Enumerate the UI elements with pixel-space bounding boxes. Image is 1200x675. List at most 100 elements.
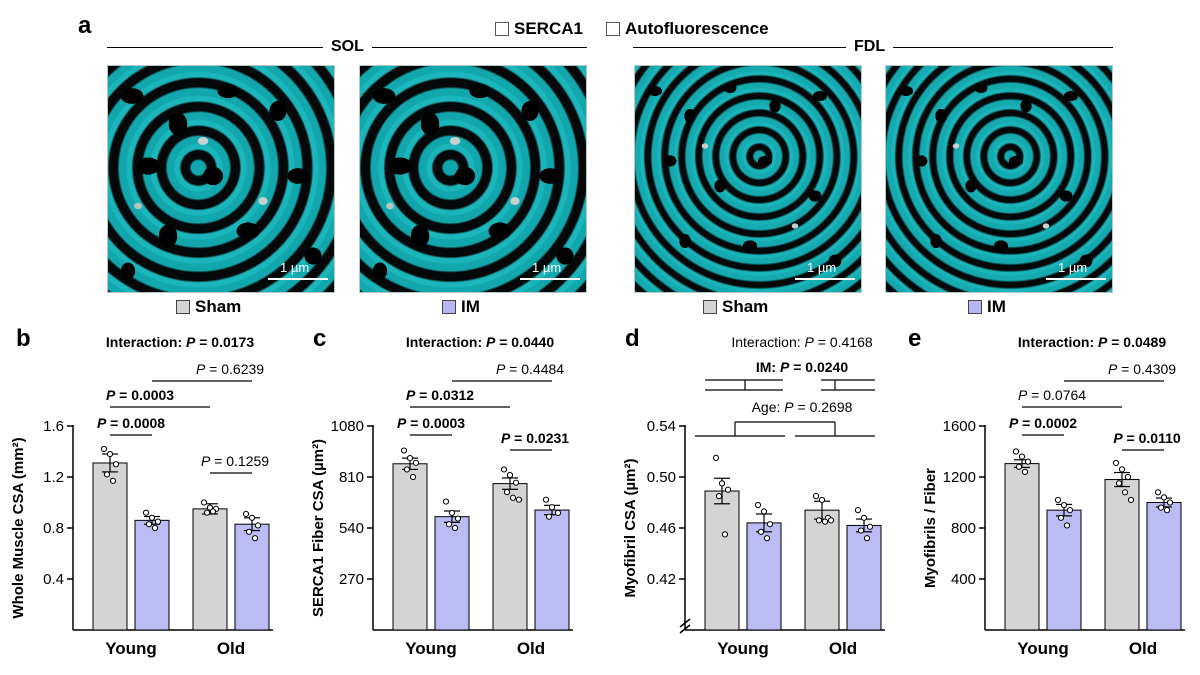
data-point bbox=[757, 528, 765, 535]
im-p-value: IM: P = 0.0240 bbox=[756, 359, 848, 375]
data-point bbox=[412, 459, 420, 466]
y-tick-label: 400 bbox=[951, 571, 976, 588]
data-point bbox=[863, 535, 871, 542]
data-point bbox=[503, 489, 511, 496]
bar-im bbox=[234, 523, 270, 631]
y-axis-label: SERCA1 Fiber CSA (µm²) bbox=[310, 439, 327, 617]
y-tick-label: 540 bbox=[339, 520, 364, 537]
panel-letter: d bbox=[625, 325, 640, 352]
data-point bbox=[866, 523, 874, 530]
panel-letter-a: a bbox=[78, 12, 92, 39]
scale-bar bbox=[1046, 278, 1106, 280]
bar-im bbox=[534, 509, 570, 631]
pvalue-young: P = 0.0003 bbox=[397, 415, 465, 431]
data-point bbox=[442, 498, 450, 505]
data-point bbox=[200, 499, 208, 506]
data-point bbox=[815, 517, 823, 524]
data-point bbox=[1115, 480, 1123, 487]
bar-sham bbox=[192, 508, 228, 631]
data-point bbox=[509, 494, 517, 501]
bar-sham bbox=[1004, 463, 1040, 631]
pvalue-im-age: P = 0.6239 bbox=[196, 361, 264, 377]
data-point bbox=[145, 521, 153, 528]
data-point bbox=[1024, 458, 1032, 465]
data-point bbox=[1021, 468, 1029, 475]
x-tick-label: Old bbox=[1129, 639, 1157, 658]
panel-letter: c bbox=[313, 325, 326, 352]
data-point bbox=[1063, 522, 1071, 529]
autofluorescence-legend-label: Autofluorescence bbox=[625, 19, 769, 38]
interaction-p-value: Interaction: P = 0.0489 bbox=[1018, 334, 1166, 350]
scale-bar-label: 1 µm bbox=[807, 260, 837, 275]
age-p-value: Age: P = 0.2698 bbox=[752, 399, 853, 415]
data-point bbox=[1163, 507, 1171, 514]
panel-letter: e bbox=[908, 325, 921, 352]
micrograph-fdl-im: 1 µm bbox=[885, 65, 1113, 293]
data-point bbox=[1018, 453, 1026, 460]
data-point bbox=[106, 450, 114, 458]
condition-label-sham: Sham bbox=[195, 297, 242, 316]
data-point bbox=[554, 509, 562, 516]
pvalue-old: P = 0.0231 bbox=[501, 430, 569, 446]
data-point bbox=[1054, 496, 1062, 504]
scale-bar bbox=[520, 278, 580, 280]
region-label-fdl: FDL bbox=[846, 38, 894, 56]
data-point bbox=[209, 508, 217, 515]
bar-sham bbox=[1104, 479, 1140, 631]
y-tick-label: 0.42 bbox=[647, 571, 676, 588]
data-point bbox=[754, 501, 762, 509]
bar-im bbox=[846, 524, 882, 631]
bar-sham bbox=[92, 462, 128, 631]
x-tick-label: Old bbox=[829, 639, 857, 658]
data-point bbox=[142, 509, 150, 516]
data-point bbox=[151, 524, 159, 532]
y-tick-label: 1.6 bbox=[43, 418, 64, 435]
data-point bbox=[454, 515, 462, 522]
data-point bbox=[512, 479, 520, 486]
bar-sham bbox=[704, 490, 740, 631]
data-point bbox=[1127, 496, 1135, 504]
data-point bbox=[248, 514, 256, 521]
data-point bbox=[1157, 504, 1165, 511]
data-point bbox=[154, 518, 162, 525]
scale-bar-label: 1 µm bbox=[280, 260, 310, 275]
data-point bbox=[409, 473, 417, 481]
x-tick-label: Old bbox=[517, 639, 545, 658]
x-tick-label: Young bbox=[717, 639, 769, 658]
pvalue-sham-age: P = 0.0312 bbox=[406, 387, 474, 403]
interaction-p-value: Interaction: P = 0.0173 bbox=[106, 334, 254, 350]
sham-swatch bbox=[176, 300, 190, 314]
data-point bbox=[760, 508, 768, 515]
data-point bbox=[448, 509, 456, 516]
data-point bbox=[1060, 501, 1068, 509]
data-point bbox=[245, 528, 253, 535]
scale-bar-label: 1 µm bbox=[1058, 260, 1088, 275]
data-point bbox=[718, 480, 726, 487]
y-tick-label: 0.54 bbox=[647, 418, 676, 435]
data-point bbox=[403, 466, 411, 473]
data-point bbox=[548, 504, 556, 511]
data-point bbox=[715, 493, 723, 500]
scale-bar-label: 1 µm bbox=[532, 260, 562, 275]
data-point bbox=[827, 517, 835, 524]
chart-c: c SERCA1 Fiber CSA (µm²)1080 810 540 270 Youn… bbox=[310, 325, 573, 658]
bar-im bbox=[434, 516, 470, 631]
data-point bbox=[406, 455, 414, 462]
bar-sham bbox=[804, 509, 840, 631]
data-point bbox=[1160, 494, 1168, 501]
autofluorescence-legend-swatch bbox=[606, 22, 620, 36]
micrograph-sol-sham: 1 µm bbox=[107, 65, 335, 293]
bar-sham bbox=[392, 463, 428, 631]
y-tick-label: 0.4 bbox=[43, 571, 64, 588]
micrograph-sol-im: 1 µm bbox=[359, 65, 587, 293]
panel-letter: b bbox=[16, 325, 31, 352]
serca1-legend-swatch bbox=[495, 22, 509, 36]
im-swatch bbox=[968, 300, 982, 314]
data-point bbox=[242, 510, 250, 518]
data-point bbox=[1154, 489, 1162, 496]
data-point bbox=[1015, 463, 1023, 470]
data-point bbox=[766, 521, 774, 528]
bar-sham bbox=[492, 483, 528, 631]
pvalue-young: P = 0.0008 bbox=[97, 415, 165, 431]
data-point bbox=[103, 471, 111, 478]
